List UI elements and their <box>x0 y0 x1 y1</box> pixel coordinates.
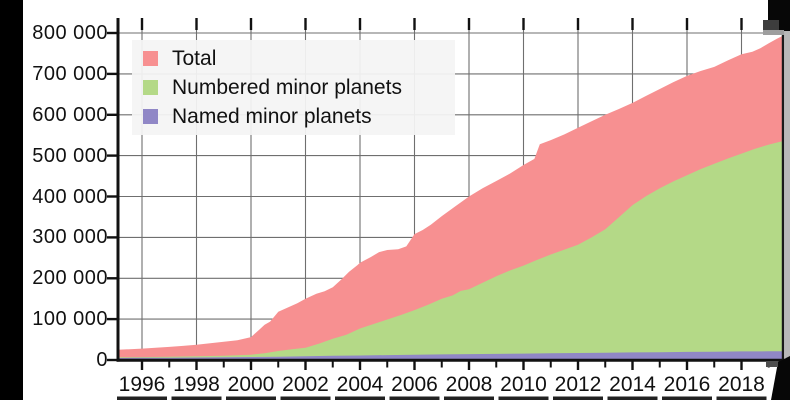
y-axis-tick-label: 300 000 <box>32 226 108 249</box>
y-axis-tick-label: 400 000 <box>32 185 108 208</box>
x-axis-tick-label: 2010 <box>500 373 547 396</box>
x-axis-tick-label: 2004 <box>336 373 384 396</box>
y-axis-tick-label: 100 000 <box>32 308 108 331</box>
legend-label: Numbered minor planets <box>172 75 402 99</box>
x-axis-tick-label: 1998 <box>173 373 220 396</box>
x-axis-tick-label: 2008 <box>445 373 493 396</box>
named-swatch-icon <box>143 109 158 124</box>
x-axis-tick-label: 2006 <box>391 373 438 396</box>
legend-label: Total <box>172 46 217 70</box>
x-axis-tick-label: 2012 <box>554 373 602 396</box>
total-swatch-icon <box>143 51 158 66</box>
y-axis-tick-label: 600 000 <box>32 103 108 126</box>
x-axis-tick-label: 1996 <box>118 373 166 396</box>
x-axis-tick-label: 2014 <box>609 373 656 396</box>
y-axis-tick-label: 500 000 <box>32 144 108 167</box>
x-axis-tick-label: 2002 <box>282 373 329 396</box>
y-axis-tick-label: 0 <box>96 349 108 371</box>
y-axis-tick-label: 200 000 <box>32 267 108 290</box>
legend: Total Numbered minor planets Named minor… <box>132 40 455 135</box>
y-axis-tick-label: 800 000 <box>32 22 108 44</box>
x-axis-tick-label: 2000 <box>227 373 275 396</box>
legend-item-named: Named minor planets <box>132 102 455 131</box>
x-axis-tick-label: 2016 <box>663 373 711 396</box>
legend-item-total: Total <box>132 44 455 73</box>
x-axis-tick-label: 2018 <box>718 373 765 396</box>
legend-item-numbered: Numbered minor planets <box>132 73 455 102</box>
numbered-swatch-icon <box>143 80 158 95</box>
legend-label: Named minor planets <box>172 104 372 128</box>
y-axis-tick-label: 700 000 <box>32 62 108 85</box>
